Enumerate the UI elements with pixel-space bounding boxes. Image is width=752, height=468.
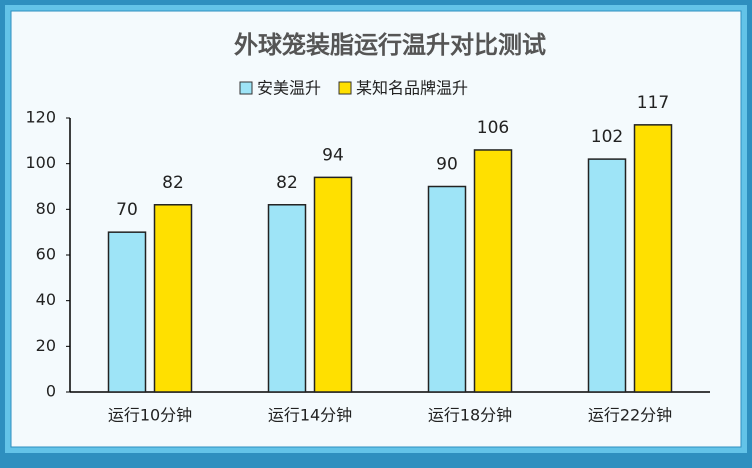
x-tick-label: 运行14分钟 bbox=[268, 406, 352, 425]
y-tick-label: 40 bbox=[36, 290, 56, 309]
chart-title: 外球笼装脂运行温升对比测试 bbox=[234, 31, 546, 59]
data-label: 117 bbox=[637, 93, 669, 113]
y-tick-label: 120 bbox=[25, 108, 56, 127]
x-tick-label: 运行10分钟 bbox=[108, 406, 192, 425]
bar bbox=[107, 231, 147, 393]
y-tick-label: 100 bbox=[25, 153, 56, 172]
data-label: 102 bbox=[591, 127, 623, 147]
bar bbox=[267, 204, 307, 393]
x-tick-label: 运行22分钟 bbox=[588, 406, 672, 425]
legend-label: 安美温升 bbox=[257, 79, 321, 98]
x-tick-label: 运行18分钟 bbox=[428, 406, 512, 425]
bar bbox=[633, 124, 673, 393]
y-tick-label: 0 bbox=[46, 382, 56, 401]
data-label: 90 bbox=[436, 155, 458, 175]
bar bbox=[587, 158, 627, 393]
data-label: 94 bbox=[322, 145, 344, 165]
data-label: 106 bbox=[477, 118, 509, 138]
data-label: 70 bbox=[116, 200, 138, 220]
legend-swatch bbox=[338, 81, 352, 95]
legend-label: 某知名品牌温升 bbox=[356, 79, 468, 98]
bar bbox=[473, 149, 513, 393]
y-tick-label: 60 bbox=[36, 245, 56, 264]
data-label: 82 bbox=[276, 173, 298, 193]
bar bbox=[313, 176, 353, 393]
legend-swatch bbox=[239, 81, 253, 95]
bar bbox=[427, 185, 467, 393]
y-tick-label: 80 bbox=[36, 199, 56, 218]
bar bbox=[153, 204, 193, 393]
data-label: 82 bbox=[162, 173, 184, 193]
y-tick-label: 20 bbox=[36, 336, 56, 355]
